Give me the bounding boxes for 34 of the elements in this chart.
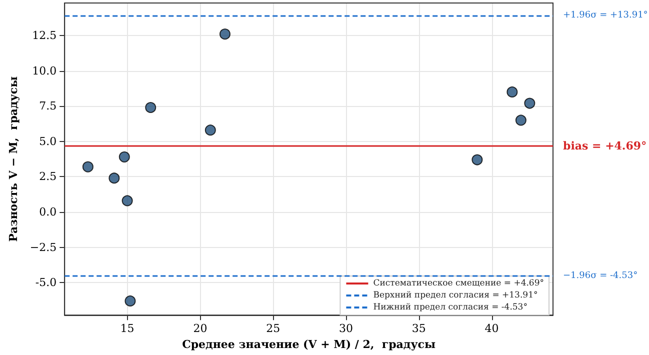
point	[506, 86, 518, 98]
point	[204, 124, 216, 136]
point	[82, 161, 94, 172]
y-axis-title: Разность V − M, градусы	[7, 76, 20, 242]
x-tick-label: 30	[338, 322, 353, 336]
point	[524, 98, 536, 109]
y-tick-label: 2.5	[39, 170, 57, 184]
y-tick-label: 5.0	[39, 134, 57, 148]
x-tick-label: 20	[193, 322, 208, 336]
point	[472, 154, 483, 166]
y-tick-label: 7.5	[39, 100, 57, 113]
text: −1.96σ = -4.53°	[563, 270, 638, 281]
point	[219, 28, 230, 40]
point	[108, 172, 120, 184]
x-tick-label: 40	[484, 322, 499, 336]
point	[515, 114, 526, 126]
x-tick-label: 15	[120, 322, 134, 336]
text: bias = +4.69°	[563, 139, 647, 152]
text: +1.96σ = +13.91°	[563, 10, 648, 21]
point	[124, 295, 136, 306]
point	[118, 151, 130, 162]
y-tick-label: 12.5	[32, 28, 57, 42]
y-tick-label: 0.0	[39, 206, 57, 219]
legend-label: Верхний предел согласия = +13.91°	[373, 290, 538, 300]
point	[145, 102, 156, 113]
legend-label: Нижний предел согласия = -4.53°	[373, 302, 528, 312]
point	[122, 195, 133, 206]
x-tick-label: 25	[266, 322, 280, 336]
x-tick-label: 35	[412, 322, 426, 336]
y-tick-label: −2.5	[30, 240, 57, 254]
legend-label: Систематическое смещение = +4.69°	[373, 278, 544, 288]
y-tick-label: 10.0	[32, 64, 57, 78]
x-axis-title: Среднее значение (V + M) / 2, градусы	[182, 338, 436, 351]
y-tick-label: -5.0	[35, 276, 57, 290]
